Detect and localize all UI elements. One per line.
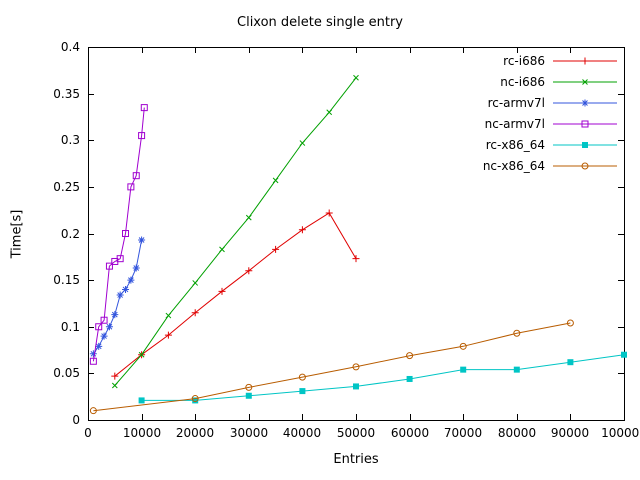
point-marker (325, 209, 333, 217)
x-tick-label: 60000 (391, 426, 429, 440)
point-marker (140, 104, 148, 112)
point-marker (582, 142, 588, 148)
x-tick-label: 50000 (337, 426, 375, 440)
point-marker (621, 351, 627, 358)
series-line-rc-x86_64 (141, 354, 625, 401)
point-marker (326, 109, 333, 116)
point-marker (406, 375, 413, 382)
legend-label-rc-i686: rc-i686 (503, 54, 545, 68)
point-marker (299, 140, 306, 146)
point-marker (138, 237, 145, 243)
point-marker (581, 57, 589, 65)
point-marker (298, 373, 306, 381)
x-tick-label: 0 (84, 426, 92, 440)
point-marker (460, 366, 467, 373)
x-tick-label: 80000 (498, 426, 536, 440)
point-marker (117, 292, 124, 298)
point-marker (218, 287, 226, 295)
point-marker (164, 331, 172, 339)
point-marker (111, 311, 118, 318)
point-marker (138, 132, 146, 140)
point-marker (106, 323, 113, 330)
point-marker (566, 319, 574, 327)
y-tick-label: 0.25 (53, 180, 80, 194)
point-marker (128, 277, 134, 283)
x-axis-label: Entries (333, 452, 379, 467)
series-line-nc-armv7l (92, 107, 145, 362)
point-marker (581, 120, 589, 128)
series-line-rc-armv7l (92, 239, 143, 355)
point-marker (111, 372, 119, 380)
point-marker (101, 333, 107, 339)
point-marker (191, 309, 199, 317)
series-line-rc-i686 (114, 212, 357, 377)
point-marker (105, 262, 113, 270)
point-marker (245, 392, 252, 399)
point-marker (582, 100, 588, 106)
y-tick-label: 0.1 (61, 320, 80, 334)
y-tick-label: 0.2 (61, 227, 80, 241)
point-marker (272, 245, 280, 253)
y-tick-label: 0 (72, 413, 80, 427)
y-tick-label: 0.3 (61, 133, 80, 147)
point-marker (406, 352, 414, 360)
point-marker (111, 382, 118, 389)
x-tick-label: 90000 (551, 426, 589, 440)
x-tick-label: 20000 (176, 426, 214, 440)
point-marker (138, 397, 145, 404)
legend-label-rc-x86_64: rc-x86_64 (486, 138, 545, 152)
point-marker (100, 316, 108, 324)
point-marker (245, 267, 253, 275)
point-marker (89, 407, 97, 415)
point-marker (127, 183, 135, 191)
point-marker (352, 255, 360, 263)
x-tick-label: 70000 (444, 426, 482, 440)
point-marker (513, 366, 520, 373)
point-marker (165, 312, 172, 319)
point-marker (192, 397, 199, 404)
point-marker (116, 255, 124, 263)
legend-label-nc-armv7l: nc-armv7l (485, 117, 545, 131)
point-marker (95, 343, 102, 350)
point-marker (89, 357, 97, 365)
point-marker (245, 214, 252, 221)
point-marker (133, 265, 140, 271)
point-marker (459, 342, 467, 350)
point-marker (513, 329, 521, 337)
y-tick-label: 0.15 (53, 273, 80, 287)
y-tick-label: 0.4 (61, 40, 80, 54)
point-marker (192, 280, 199, 286)
series-line-nc-x86_64 (93, 322, 571, 412)
x-tick-label: 10000 (123, 426, 161, 440)
point-marker (352, 363, 360, 371)
chart-title: Clixon delete single entry (237, 15, 403, 30)
y-tick-label: 0.35 (53, 87, 80, 101)
point-marker (191, 395, 199, 403)
y-tick-label: 0.05 (53, 366, 80, 380)
legend-label-rc-armv7l: rc-armv7l (488, 96, 545, 110)
point-marker (95, 323, 103, 331)
legend-label-nc-i686: nc-i686 (500, 75, 545, 89)
point-marker (581, 162, 589, 170)
point-marker (353, 383, 359, 390)
point-marker (353, 74, 359, 81)
point-marker (582, 79, 588, 85)
series-line-nc-i686 (114, 77, 357, 386)
point-marker (272, 177, 279, 184)
point-marker (122, 230, 130, 237)
point-marker (132, 172, 140, 180)
point-marker (298, 226, 306, 234)
point-marker (567, 359, 574, 366)
point-marker (299, 388, 306, 395)
point-marker (122, 286, 129, 293)
legend-label-nc-x86_64: nc-x86_64 (483, 159, 545, 173)
point-marker (245, 383, 253, 391)
x-tick-label: 40000 (283, 426, 321, 440)
x-tick-label: 30000 (230, 426, 268, 440)
point-marker (138, 351, 145, 358)
point-marker (219, 246, 225, 253)
